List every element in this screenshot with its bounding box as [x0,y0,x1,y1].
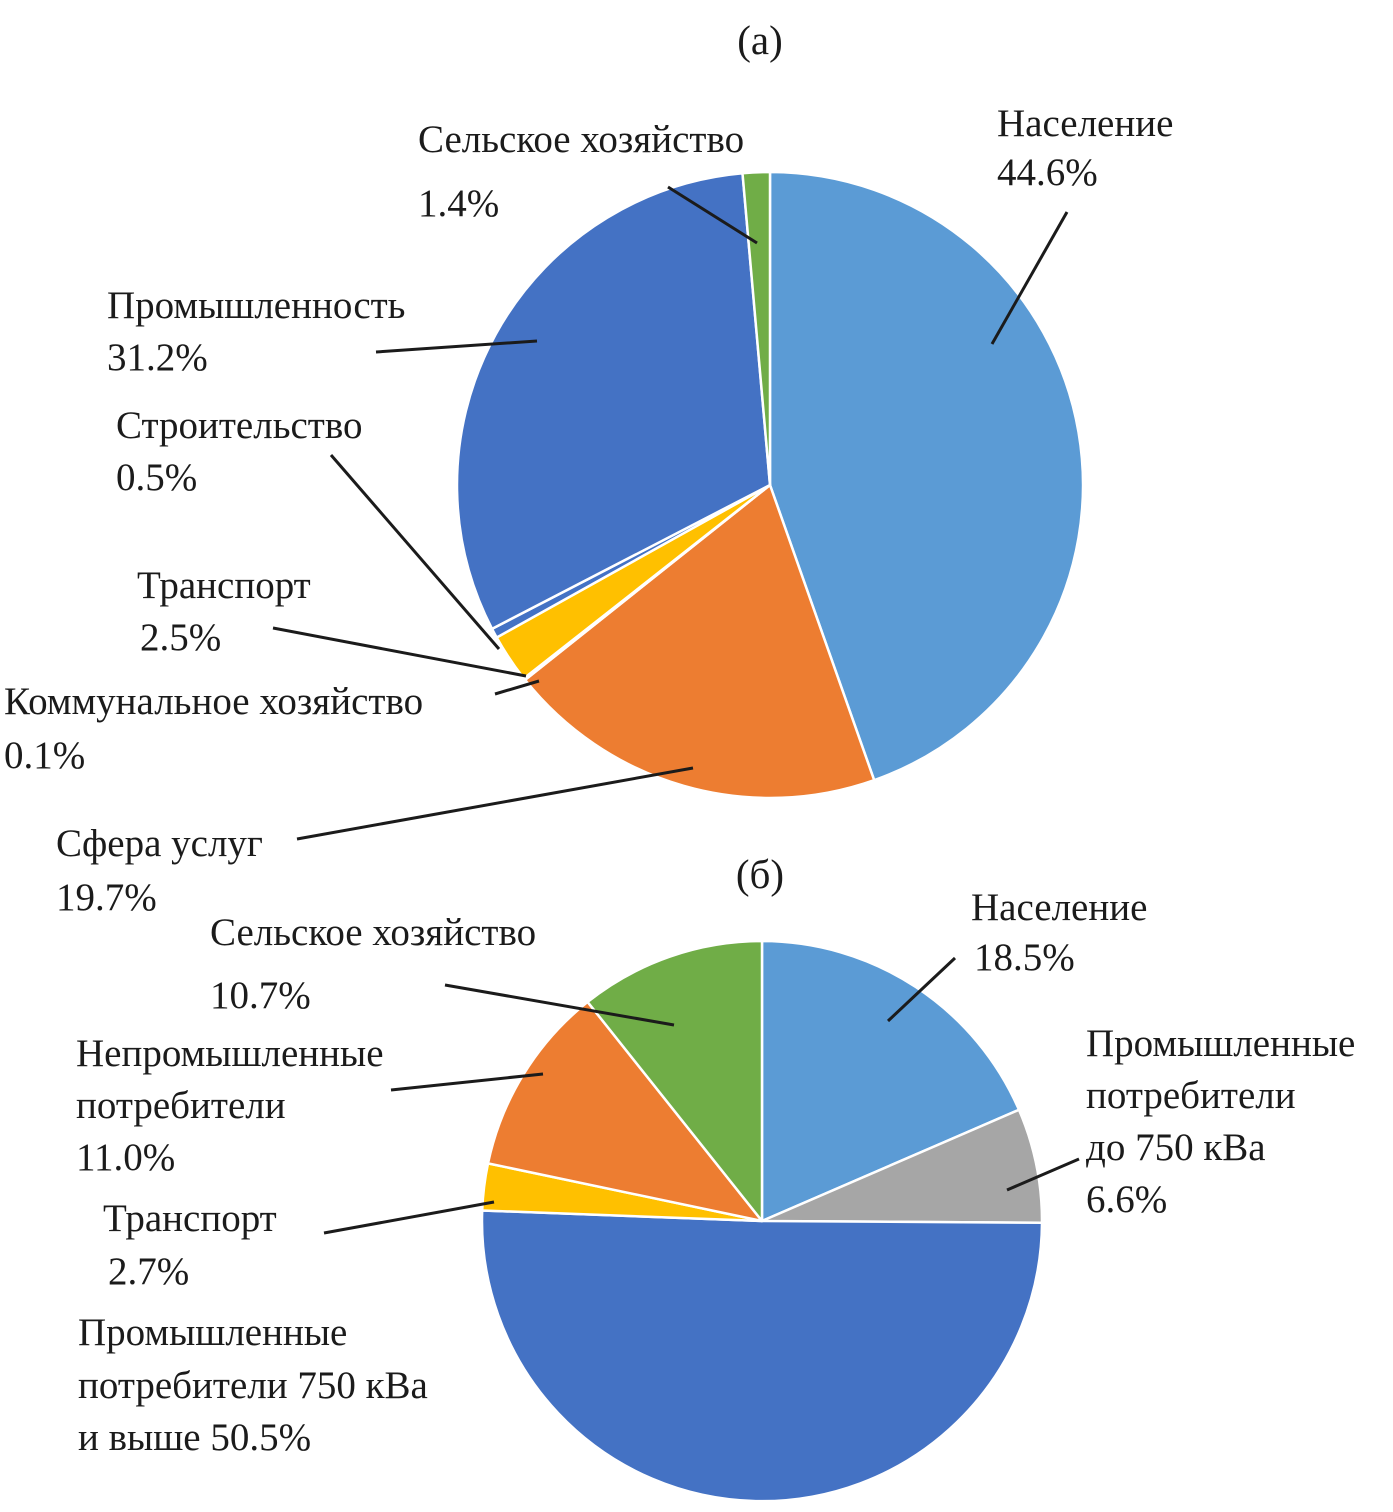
label-line: Население [997,102,1173,145]
label-line: Промышленные [1086,1022,1355,1065]
label-a-promyshlennost: Промышленность 31.2% [107,284,405,379]
label-line: 0.5% [116,456,197,499]
leader-b-prom-do-750 [1006,1157,1080,1192]
label-a-stroitelstvo: Строительство 0.5% [116,404,363,499]
label-line: 31.2% [107,336,208,379]
label-line: 18.5% [974,936,1075,979]
label-line: 1.4% [418,182,499,225]
leader-a-transport [272,626,527,678]
pie-1-slice-0 [760,939,1021,1223]
leader-a-naselenie [990,211,1069,345]
pie-1-slice-1 [760,1108,1044,1225]
leader-b-selskoe [444,983,675,1027]
label-line: Сфера услуг [56,822,263,865]
label-line: потребители [76,1084,286,1127]
label-line: потребители 750 кВа [78,1364,428,1407]
label-line: до 750 кВа [1086,1126,1266,1169]
label-b-selskoe: Сельское хозяйство 10.7% [210,911,536,1017]
label-line: Сельское хозяйство [418,118,744,161]
chart-a-title: (а) [737,17,783,63]
chart-b-title: (б) [736,851,784,897]
label-b-transport: Транспорт 2.7% [103,1197,277,1293]
leader-a-stroitelstvo [329,454,501,650]
pie-1-slice-4 [486,1000,764,1223]
label-line: Непромышленные [76,1032,384,1075]
label-line: потребители [1086,1074,1296,1117]
label-line: Население [971,886,1147,929]
label-line: 11.0% [76,1136,175,1179]
pie-0-slice-5 [455,171,772,631]
label-line: Сельское хозяйство [210,911,536,954]
label-line: Строительство [116,404,363,447]
leader-a-kommunalnoe [494,679,540,696]
label-line: Коммунальное хозяйство [4,680,423,723]
label-line: и выше 50.5% [78,1416,311,1459]
leader-a-sfera [296,766,694,841]
label-line: Транспорт [103,1197,277,1240]
pie-0-slice-6 [741,170,772,487]
pie-1-slice-5 [586,939,764,1223]
leader-a-promyshlennost [375,339,538,354]
pie-1-slice-2 [480,1209,1044,1503]
pie-b [480,939,1044,1503]
leader-a-selskoe [667,185,758,245]
pie-a [455,170,1085,800]
label-b-prom-750-i-vyshe: Промышленные потребители 750 кВа и выше … [78,1311,428,1459]
label-line: 2.5% [140,616,221,659]
label-line: Транспорт [137,564,311,607]
label-a-transport: Транспорт 2.5% [137,564,311,659]
label-line: 10.7% [210,974,311,1017]
label-line: Промышленные [78,1311,347,1354]
label-a-selskoe: Сельское хозяйство 1.4% [418,118,744,225]
label-line: 0.1% [4,734,85,777]
label-b-nepromyshlennye: Непромышленные потребители 11.0% [76,1032,384,1179]
leader-b-naselenie [886,956,957,1023]
leader-b-transport [323,1200,495,1235]
label-b-naselenie: Население 18.5% [971,886,1147,979]
label-a-kommunalnoe: Коммунальное хозяйство 0.1% [4,680,423,777]
label-line: 2.7% [108,1250,189,1293]
label-a-naselenie: Население 44.6% [997,102,1173,194]
label-line: 6.6% [1086,1178,1167,1221]
label-line: Промышленность [107,284,405,327]
label-a-sfera: Сфера услуг 19.7% [56,822,263,919]
leader-b-nepromyshlennye [390,1072,544,1092]
label-line: 44.6% [997,151,1098,194]
label-line: 19.7% [56,876,157,919]
label-b-prom-do-750: Промышленные потребители до 750 кВа 6.6% [1086,1022,1355,1221]
pie-0-slice-1 [523,483,876,800]
